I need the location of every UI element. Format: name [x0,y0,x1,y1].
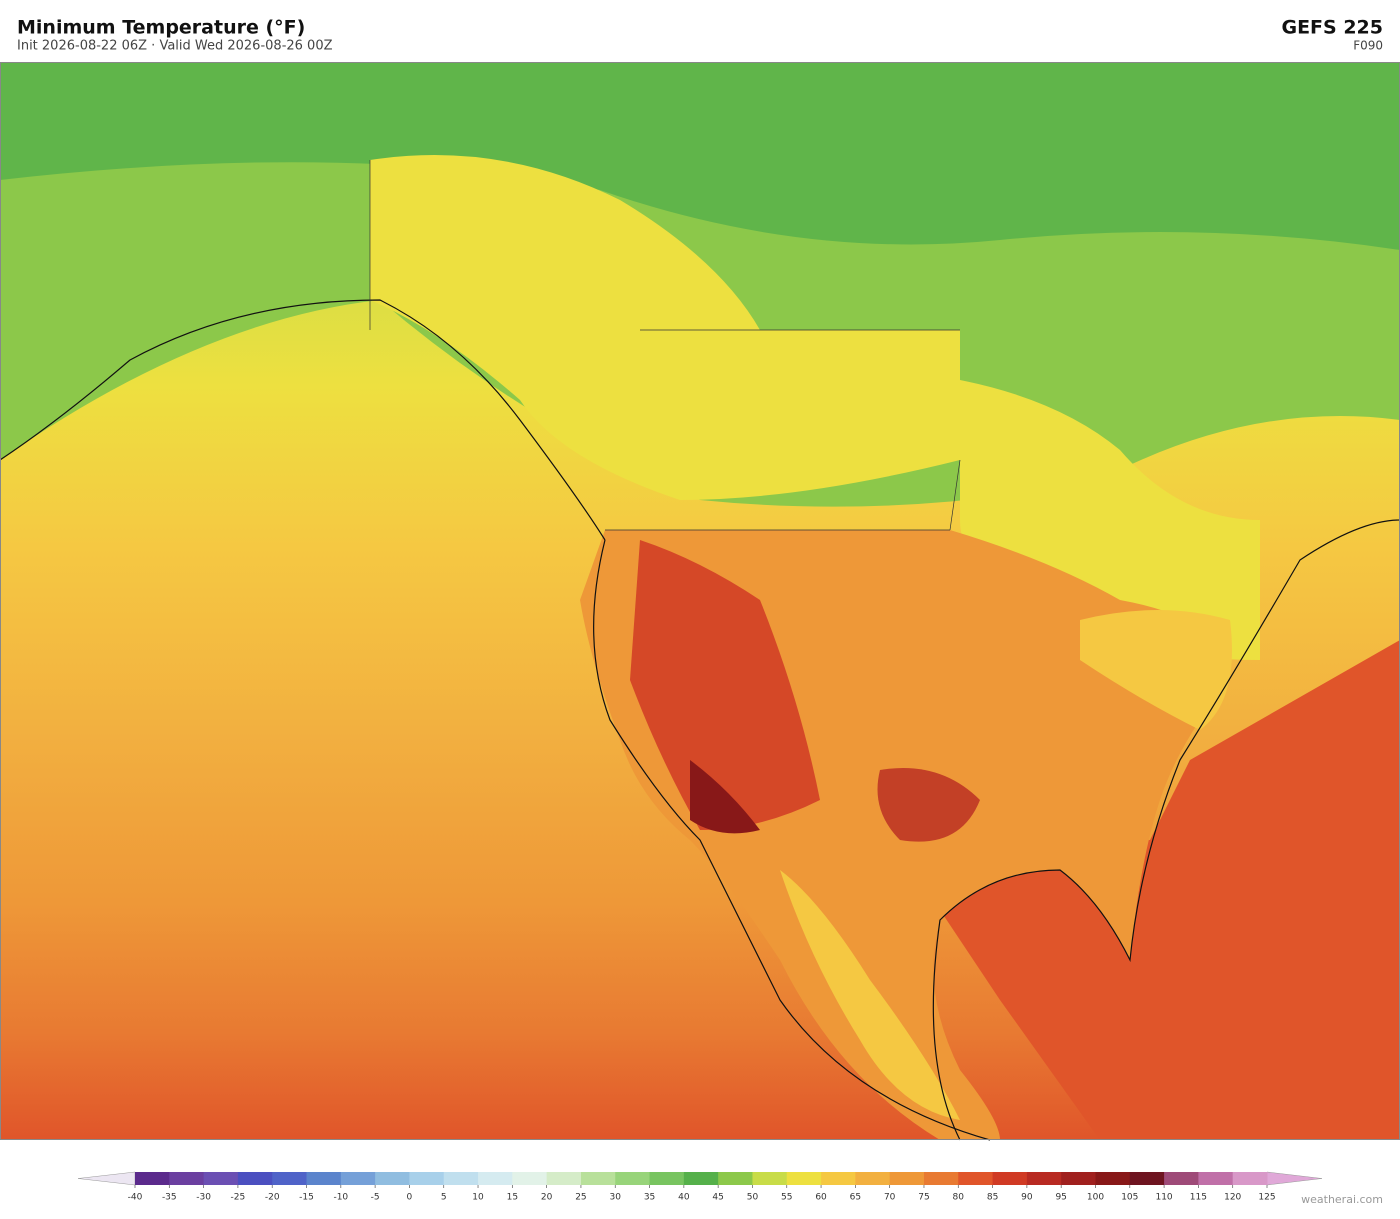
colorbar-bin [889,1172,925,1185]
colorbar-tick-label: 0 [407,1193,413,1203]
colorbar-tick-label: 25 [575,1193,586,1203]
colorbar-bin [718,1172,753,1185]
colorbar-tick-label: 105 [1121,1193,1138,1203]
colorbar-bin [1026,1172,1062,1185]
colorbar-bin [443,1172,479,1185]
colorbar-tick-label: 55 [781,1193,792,1203]
colorbar: -40 -35 -30 -25 -20 -15 -10 -5 0 5 10 15 20 25 30 35 40 4… [77,1171,1323,1203]
colorbar-bin [272,1172,308,1185]
mexico-highlands [780,870,960,1120]
colorbar-bin [855,1172,891,1185]
colorbar-tick-label: 10 [472,1193,484,1203]
colorbar-tick-label: 15 [507,1193,518,1203]
colorbar-bin [821,1172,856,1185]
colorbar-bin [683,1172,719,1185]
colorbar-tick-label: 70 [884,1193,896,1203]
map-subtitle: Init 2026-08-22 06Z · Valid Wed 2026-08-… [17,39,333,54]
forecast-hour: F090 [1353,39,1383,53]
colorbar-bin [135,1172,170,1185]
colorbar-tick-label: -20 [265,1193,280,1203]
colorbar-bin [306,1172,342,1185]
colorbar-bin [340,1172,376,1185]
colorbar-bin [169,1172,205,1185]
colorbar-bin [1061,1172,1096,1185]
colorbar-tick-label: 90 [1021,1193,1033,1203]
colorbar-tick-label: 50 [747,1193,759,1203]
map [0,62,1400,1141]
colorbar-tick-label: 65 [850,1193,861,1203]
colorbar-tick-label: -25 [231,1193,246,1203]
colorbar-tick-label: 20 [541,1193,553,1203]
colorbar-bin [478,1172,513,1185]
colorbar-bin [923,1172,959,1185]
colorbar-tick-label: -10 [333,1193,348,1203]
colorbar-bin [1129,1172,1165,1185]
colorbar-tick-label: 120 [1224,1193,1241,1203]
map-title: Minimum Temperature (°F) [17,17,305,39]
colorbar-bin [580,1172,616,1185]
northeast [1080,610,1232,730]
colorbar-bin [649,1172,685,1185]
colorbar-bin [1164,1172,1199,1185]
colorbar-bin [203,1172,239,1185]
colorbar-bin [958,1172,994,1185]
credit: weatherai.com [1301,1193,1383,1206]
colorbar-tick-label: -15 [299,1193,314,1203]
desert-hottest [690,760,760,834]
colorbar-bin [992,1172,1028,1185]
colorbar-bin [786,1172,822,1185]
colorbar-bin [409,1172,445,1185]
texas-hot [877,768,980,842]
colorbar-tick-label: 95 [1055,1193,1066,1203]
western-canada [370,155,960,500]
colorbar-bin [375,1172,410,1185]
border [369,160,961,531]
colorbar-bin [1232,1172,1268,1185]
colorbar-tick-label: 100 [1087,1193,1104,1203]
colorbar-bin [237,1172,273,1185]
colorbar-tick-label: 45 [712,1193,723,1203]
colorbar-tick-label: 75 [918,1193,929,1203]
arctic [0,62,1400,250]
colorbar-bin [512,1172,548,1185]
colorbar-tick-label: 35 [644,1193,655,1203]
southwest-hot [630,540,820,830]
colorbar-over [1266,1171,1323,1186]
colorbar-tick-label: 85 [987,1193,998,1203]
colorbar-tick-label: 60 [815,1193,827,1203]
colorbar-tick-label: -30 [196,1193,211,1203]
colorbar-bin [1095,1172,1131,1185]
colorbar-tick-label: 5 [441,1193,447,1203]
colorbar-under [77,1171,136,1186]
colorbar-tick-label: 80 [953,1193,965,1203]
colorbar-tick-label: 30 [610,1193,622,1203]
coastline [932,519,1400,1141]
colorbar-tick-label: -35 [162,1193,177,1203]
colorbar-bin [1198,1172,1234,1185]
colorbar-tick-label: 115 [1190,1193,1207,1203]
colorbar-tick-label: 110 [1155,1193,1172,1203]
colorbar-tick-label: 40 [678,1193,690,1203]
colorbar-bin [615,1172,651,1185]
coastline [593,539,991,1141]
colorbar-tick-label: 125 [1258,1193,1275,1203]
colorbar-bin [752,1172,788,1185]
model-label: GEFS 225 [1281,17,1383,39]
colorbar-bin [546,1172,582,1185]
colorbar-tick-label: -5 [371,1193,380,1203]
coastline [0,299,606,541]
colorbar-tick-label: -40 [128,1193,143,1203]
